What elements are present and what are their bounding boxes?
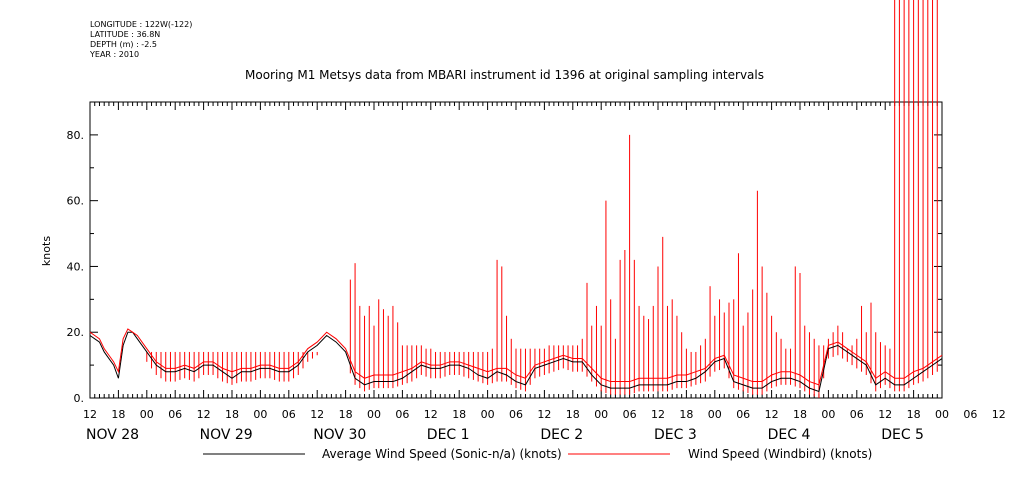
average-wind-speed-line (89, 331, 943, 393)
x-tick-label: 12 (765, 408, 779, 421)
x-tick-label: 18 (452, 408, 466, 421)
x-tick-label: 06 (736, 408, 750, 421)
metadata-block: LONGITUDE : 122W(-122) LATITUDE : 36.8N … (90, 20, 192, 60)
spike-layer (146, 0, 938, 398)
x-tick-label: 00 (481, 408, 495, 421)
x-date-label: DEC 3 (654, 427, 697, 443)
y-axis: 0. 20. 40. 60. 80. (67, 129, 942, 405)
chart-title: Mooring M1 Metsys data from MBARI instru… (245, 68, 764, 82)
x-axis: 12 18 00 06 12 18 00 06 12 18 00 06 12 18 00 06 12 18 00 06… (83, 102, 1006, 443)
x-date-label: DEC 5 (881, 427, 924, 443)
x-tick-label: 12 (651, 408, 665, 421)
x-tick-label: 12 (424, 408, 438, 421)
y-tick-label: 80. (67, 129, 85, 142)
x-tick-label: 00 (935, 408, 949, 421)
x-date-label: NOV 28 (86, 427, 139, 443)
x-tick-label: 06 (623, 408, 637, 421)
x-tick-label: 18 (339, 408, 353, 421)
x-tick-label: 06 (963, 408, 977, 421)
x-tick-label: 06 (395, 408, 409, 421)
x-tick-label: 12 (83, 408, 97, 421)
x-tick-label: 18 (907, 408, 921, 421)
legend: Average Wind Speed (Sonic-n/a) (knots) W… (203, 447, 872, 461)
longitude-text: LONGITUDE : 122W(-122) (90, 20, 193, 29)
x-date-label: DEC 1 (427, 427, 470, 443)
x-tick-label: 06 (168, 408, 182, 421)
y-tick-label: 40. (67, 260, 85, 273)
x-tick-label: 12 (310, 408, 324, 421)
windbird-wind-speed-line (89, 328, 943, 386)
x-tick-label: 00 (594, 408, 608, 421)
x-tick-label: 00 (821, 408, 835, 421)
x-date-label: NOV 30 (313, 427, 366, 443)
x-tick-label: 00 (140, 408, 154, 421)
y-axis-label: knots (40, 236, 53, 266)
x-tick-label: 18 (793, 408, 807, 421)
x-tick-label: 00 (253, 408, 267, 421)
x-tick-label: 06 (850, 408, 864, 421)
x-tick-label: 18 (225, 408, 239, 421)
y-tick-label: 20. (67, 326, 85, 339)
x-tick-label: 00 (708, 408, 722, 421)
x-tick-label: 06 (509, 408, 523, 421)
x-tick-label: 00 (367, 408, 381, 421)
series-layer (89, 328, 943, 393)
x-date-label: NOV 29 (200, 427, 253, 443)
x-tick-label: 12 (537, 408, 551, 421)
x-tick-label: 18 (679, 408, 693, 421)
legend-label-windbird: Wind Speed (Windbird) (knots) (688, 447, 872, 461)
x-tick-label: 12 (992, 408, 1006, 421)
y-tick-label: 60. (67, 195, 85, 208)
depth-text: DEPTH (m) : -2.5 (90, 40, 157, 49)
y-tick-label: 0. (74, 392, 85, 405)
year-text: YEAR : 2010 (90, 50, 140, 59)
x-tick-label: 18 (566, 408, 580, 421)
legend-label-average: Average Wind Speed (Sonic-n/a) (knots) (322, 447, 562, 461)
latitude-text: LATITUDE : 36.8N (90, 30, 161, 39)
x-tick-label: 12 (197, 408, 211, 421)
x-date-label: DEC 2 (540, 427, 583, 443)
x-date-label: DEC 4 (768, 427, 811, 443)
x-tick-label: 12 (878, 408, 892, 421)
x-tick-label: 18 (111, 408, 125, 421)
x-tick-label: 06 (282, 408, 296, 421)
